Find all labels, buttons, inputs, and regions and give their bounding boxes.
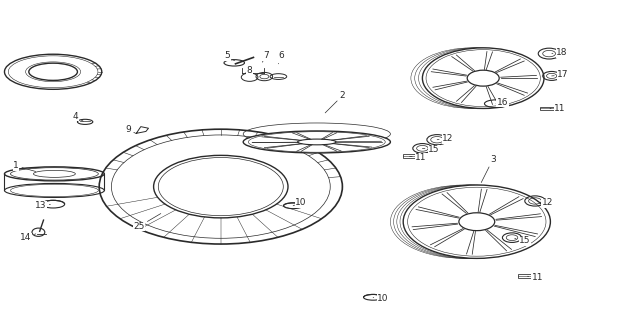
Text: 11: 11 xyxy=(550,104,566,113)
Text: 3: 3 xyxy=(481,155,495,182)
Text: 15: 15 xyxy=(422,145,440,154)
Text: 25: 25 xyxy=(133,213,161,231)
Ellipse shape xyxy=(422,48,544,108)
Ellipse shape xyxy=(403,185,550,258)
Text: 10: 10 xyxy=(373,294,388,303)
Text: 12: 12 xyxy=(538,198,553,207)
Text: 5: 5 xyxy=(225,51,234,61)
Text: 11: 11 xyxy=(527,273,543,282)
Text: 8: 8 xyxy=(245,66,252,75)
Ellipse shape xyxy=(243,131,390,153)
Text: 10: 10 xyxy=(293,198,307,207)
Text: 4: 4 xyxy=(73,112,83,121)
Text: 17: 17 xyxy=(552,70,569,79)
Text: 11: 11 xyxy=(410,153,427,162)
Text: 9: 9 xyxy=(125,125,136,134)
Text: 12: 12 xyxy=(437,134,454,143)
Text: 14: 14 xyxy=(20,233,36,242)
Text: 18: 18 xyxy=(552,48,568,57)
Text: 15: 15 xyxy=(515,236,531,245)
Text: 6: 6 xyxy=(278,51,284,64)
Text: 16: 16 xyxy=(496,98,508,107)
Text: 13: 13 xyxy=(35,201,51,210)
Text: 2: 2 xyxy=(325,91,345,113)
Text: 1: 1 xyxy=(13,161,36,172)
Text: 7: 7 xyxy=(262,51,268,62)
